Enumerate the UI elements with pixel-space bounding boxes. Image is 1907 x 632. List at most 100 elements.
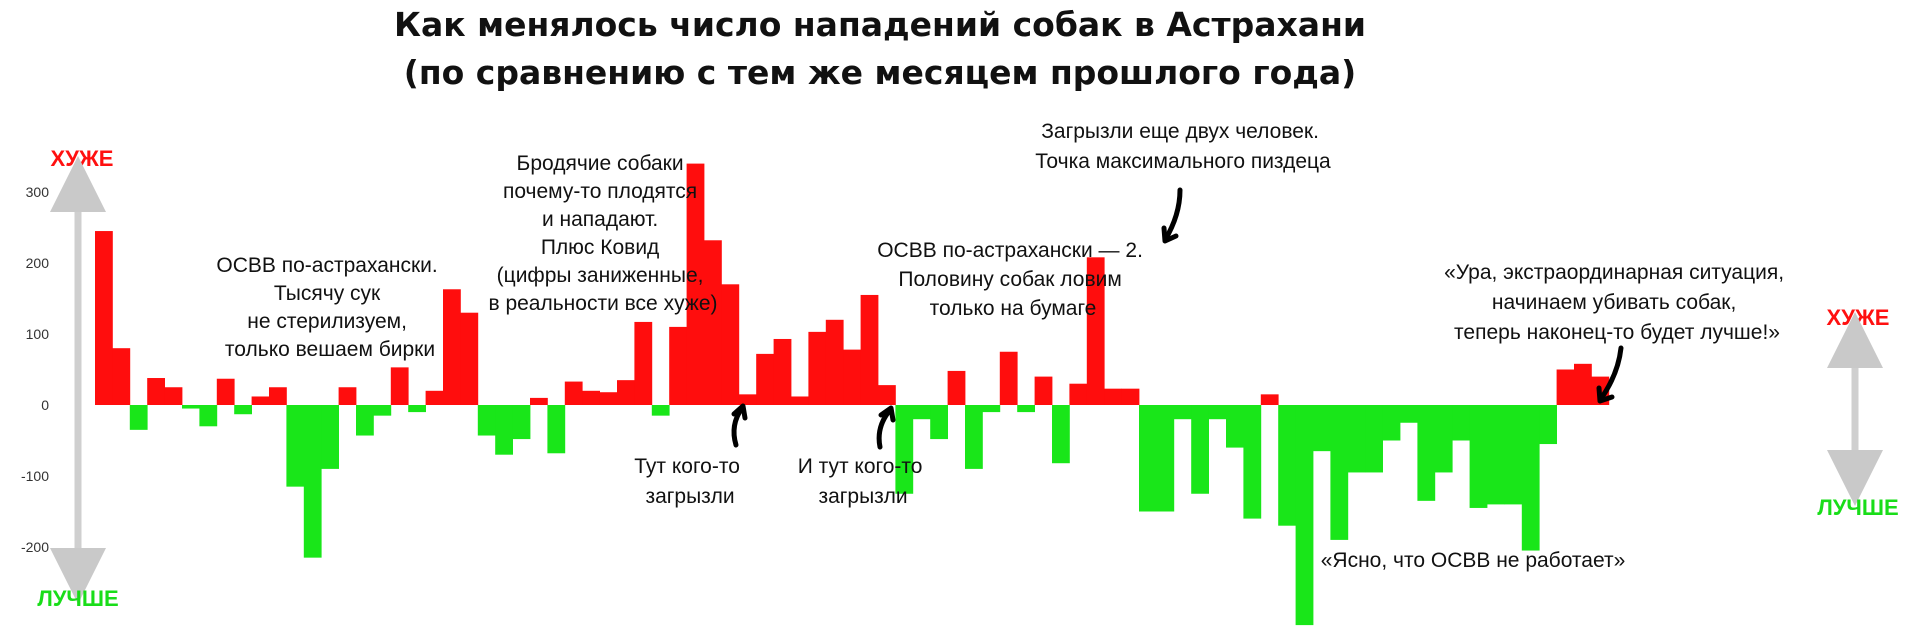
bar-worse bbox=[599, 392, 618, 405]
bar-worse bbox=[947, 370, 966, 405]
bar-better bbox=[1191, 405, 1209, 494]
bar-better bbox=[321, 405, 339, 469]
bar-better bbox=[1330, 405, 1349, 540]
bar-better bbox=[1156, 405, 1175, 512]
bar-better bbox=[199, 405, 218, 427]
arrow-to-peak-head bbox=[1161, 225, 1179, 244]
annotation-hooray: «Ура, экстраординарная ситуация, начинае… bbox=[1444, 261, 1790, 344]
bar-better bbox=[1452, 405, 1470, 441]
bar-better bbox=[1365, 405, 1383, 473]
chart-title-line-1: Как менялось число нападений собак в Аст… bbox=[394, 5, 1366, 44]
bar-worse bbox=[564, 381, 583, 405]
pointer-arrows bbox=[731, 187, 1624, 450]
bar-better bbox=[912, 405, 931, 420]
bar-worse bbox=[338, 387, 357, 405]
y-tick-label: 0 bbox=[41, 397, 49, 413]
bar-better bbox=[1504, 405, 1523, 505]
bar-better bbox=[895, 405, 914, 494]
bar-worse bbox=[860, 294, 879, 405]
y-tick-label: -100 bbox=[21, 468, 49, 484]
bar-worse bbox=[825, 319, 844, 405]
bar-better bbox=[1434, 405, 1453, 473]
bar-worse bbox=[1574, 363, 1592, 405]
bar-better bbox=[234, 405, 252, 415]
bar-worse bbox=[164, 387, 183, 405]
bar-worse bbox=[147, 378, 165, 405]
worse-label-left: ХУЖЕ bbox=[51, 146, 114, 171]
bar-worse bbox=[269, 387, 287, 405]
bar-worse bbox=[1104, 388, 1122, 405]
bar-better bbox=[1052, 405, 1070, 464]
bar-worse bbox=[1034, 376, 1053, 405]
bar-worse bbox=[791, 396, 809, 405]
bar-worse bbox=[1121, 388, 1140, 405]
bar-worse bbox=[773, 338, 792, 405]
bar-worse bbox=[460, 312, 479, 405]
bar-better bbox=[512, 405, 531, 440]
bar-better bbox=[1173, 405, 1192, 420]
bar-worse bbox=[216, 378, 235, 405]
bar-better bbox=[1017, 405, 1035, 413]
bar-worse bbox=[999, 351, 1018, 405]
bar-worse bbox=[686, 163, 705, 405]
bar-worse bbox=[704, 240, 722, 405]
bar-better bbox=[1278, 405, 1296, 526]
bar-worse bbox=[669, 326, 687, 405]
bar-worse bbox=[634, 321, 653, 405]
annotation-bite-2: И тут кого-то загрызли bbox=[798, 455, 929, 508]
bar-better bbox=[1382, 405, 1401, 441]
bar-worse bbox=[95, 231, 113, 405]
bar-worse bbox=[1260, 394, 1279, 405]
bar-better bbox=[651, 405, 670, 416]
bar-worse bbox=[425, 390, 444, 405]
bar-better bbox=[373, 405, 392, 416]
bar-better bbox=[477, 405, 496, 436]
bar-better bbox=[1208, 405, 1227, 420]
arrow-to-peak bbox=[1162, 187, 1183, 243]
bar-better bbox=[982, 405, 1001, 413]
bar-worse bbox=[112, 348, 131, 405]
annotation-bite-1: Тут кого-то загрызли bbox=[634, 455, 745, 508]
bar-worse bbox=[443, 289, 461, 405]
bar-better bbox=[1295, 405, 1314, 626]
better-label-right: ЛУЧШЕ bbox=[1817, 495, 1898, 520]
bar-worse bbox=[808, 331, 827, 405]
bar-worse bbox=[721, 284, 740, 405]
bar-worse bbox=[1086, 257, 1105, 405]
arrow-to-bite-2-head bbox=[878, 405, 896, 423]
arrow-to-hooray-head bbox=[1596, 385, 1615, 404]
bar-better bbox=[1469, 405, 1488, 508]
bar-worse bbox=[1556, 369, 1575, 405]
bar-better bbox=[547, 405, 566, 454]
bar-better bbox=[129, 405, 148, 430]
annotation-covid: Бродячие собаки почему-то плодятся и нап… bbox=[488, 152, 717, 315]
bar-worse bbox=[530, 397, 548, 405]
bar-worse bbox=[878, 385, 896, 405]
bar-better bbox=[495, 405, 513, 455]
bar-worse bbox=[756, 353, 774, 405]
bar-worse bbox=[843, 349, 861, 405]
bar-better bbox=[1226, 405, 1244, 448]
bar-better bbox=[930, 405, 948, 440]
bar-better bbox=[1347, 405, 1366, 473]
bar-better bbox=[356, 405, 374, 436]
annotation-clear: «Ясно, что ОСВВ не работает» bbox=[1321, 549, 1626, 572]
bar-better bbox=[286, 405, 305, 487]
bar-worse bbox=[582, 390, 600, 405]
bar-worse bbox=[617, 380, 635, 405]
bar-better bbox=[182, 405, 200, 409]
bar-worse bbox=[1069, 383, 1088, 405]
bar-better bbox=[1400, 405, 1418, 423]
bar-worse bbox=[251, 396, 270, 405]
annotation-osvv-2: ОСВВ по-астрахански — 2. Половину собак … bbox=[877, 239, 1149, 320]
arrow-to-hooray bbox=[1597, 345, 1624, 403]
annotation-osvv-1: ОСВВ по-астрахански. Тысячу сук не стери… bbox=[216, 254, 443, 361]
arrow-to-bite-1-head bbox=[731, 403, 748, 421]
bar-better bbox=[965, 405, 983, 469]
y-tick-label: -200 bbox=[21, 539, 49, 555]
bar-better bbox=[303, 405, 322, 558]
y-tick-label: 100 bbox=[26, 326, 50, 342]
bar-better bbox=[1521, 405, 1540, 551]
better-label-left: ЛУЧШЕ bbox=[37, 586, 118, 611]
